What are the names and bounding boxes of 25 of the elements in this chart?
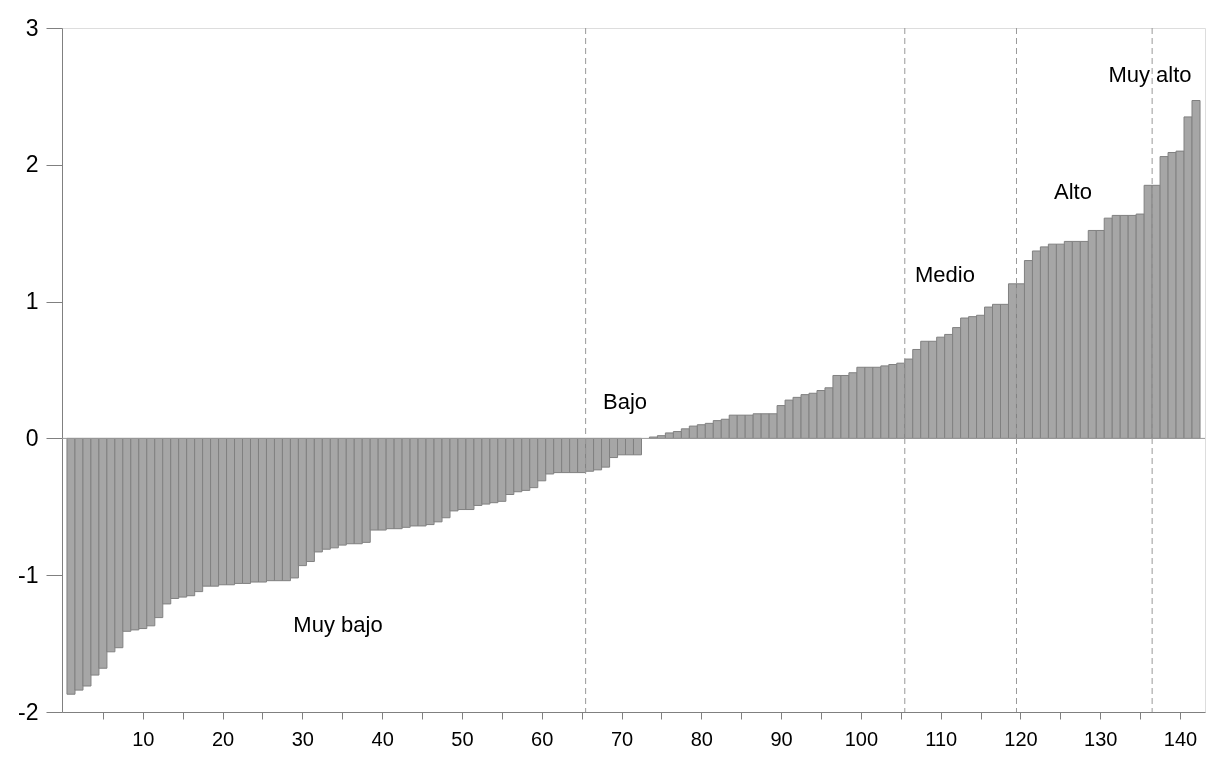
annotation: Muy alto	[1108, 62, 1192, 87]
x-tick-label: 140	[1163, 727, 1198, 750]
x-tick-label: 120	[1004, 727, 1038, 750]
y-tick-label: 3	[25, 14, 39, 41]
x-tick-label: 10	[132, 727, 155, 750]
x-tick-label: 70	[610, 727, 634, 750]
x-tick-label: 50	[451, 727, 474, 750]
y-tick-label: 1	[25, 288, 39, 315]
x-tick-label: 90	[770, 727, 793, 750]
x-tick-label: 40	[371, 727, 394, 750]
y-tick-label: -2	[18, 698, 39, 725]
x-tick-label: 110	[925, 727, 958, 750]
annotation: Bajo	[602, 389, 648, 414]
y-tick-label: 0	[25, 424, 39, 451]
x-tick-label: 100	[844, 727, 879, 750]
x-tick-label: 80	[690, 727, 713, 750]
x-tick-label: 30	[291, 727, 314, 750]
x-tick-label: 130	[1084, 727, 1118, 750]
annotation: Alto	[1054, 179, 1092, 204]
y-tick-label: 2	[25, 151, 39, 178]
x-tick-label: 20	[211, 727, 235, 750]
y-tick-label: -1	[18, 561, 39, 588]
annotation: Muy bajo	[293, 612, 383, 637]
x-tick-label: 60	[531, 727, 554, 750]
annotation: Medio	[915, 262, 975, 287]
